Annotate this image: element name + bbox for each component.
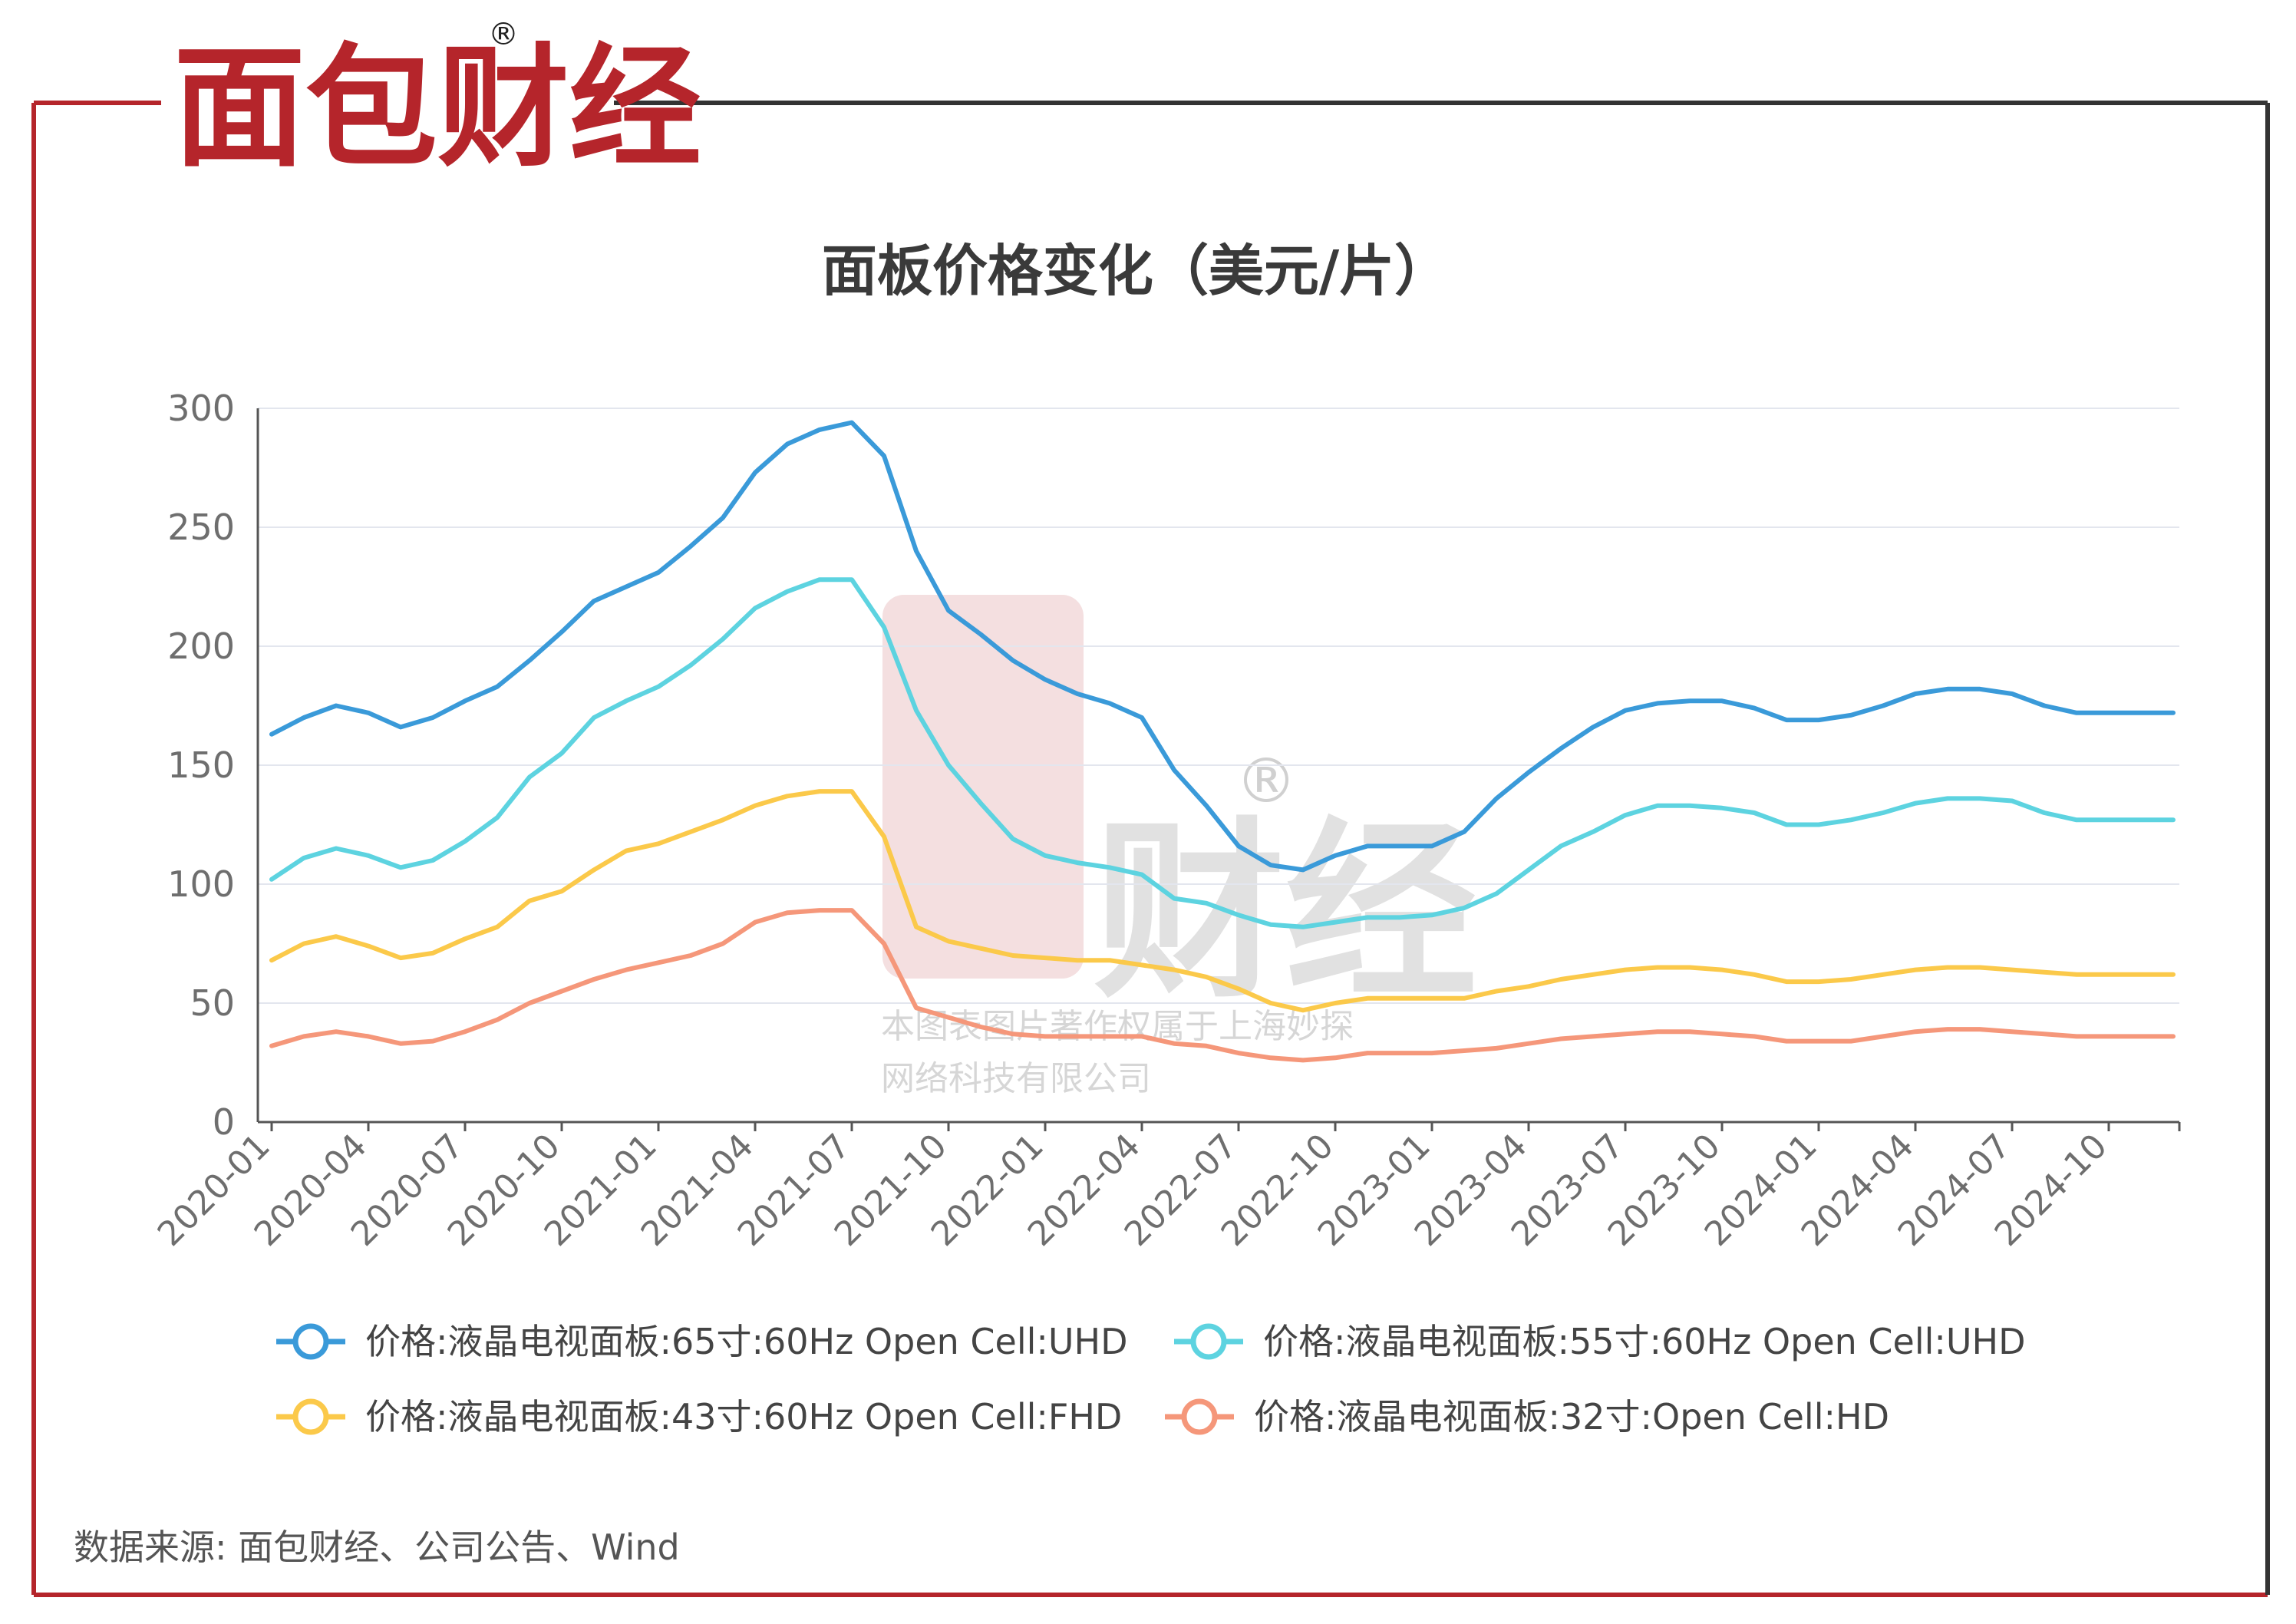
legend-circle-marker [1181,1398,1218,1435]
outer-frame [31,101,2270,1597]
legend-item-2[interactable]: 价格:液晶电视面板:55寸:60Hz Open Cell:UHD [1174,1321,2026,1362]
legend-circle-marker [292,1323,329,1360]
legend-label: 价格:液晶电视面板:65寸:60Hz Open Cell:UHD [365,1321,1128,1362]
y-tick-label: 200 [167,626,235,667]
y-tick-label: 250 [167,507,235,548]
axes [256,408,2179,1124]
legend: 价格:液晶电视面板:65寸:60Hz Open Cell:UHD 价格:液晶电视面… [276,1321,2026,1438]
source-note: 数据来源: 面包财经、公司公告、Wind [74,1527,680,1568]
gridlines [258,408,2179,1004]
y-tick-label: 150 [167,744,235,786]
registered-mark: ® [488,17,519,52]
series-line-3 [269,789,2176,1013]
legend-circle-marker [292,1398,329,1435]
series-line-2 [269,577,2176,929]
y-tick-label: 50 [190,982,235,1024]
watermark-registered-mark: ® [1235,745,1297,817]
watermark-line-2: 网络科技有限公司 [881,1059,1151,1098]
y-tick-label: 100 [167,863,235,905]
brand-logo: 面包财经 ® [173,17,701,185]
watermark-logo-block [882,595,1084,979]
legend-label: 价格:液晶电视面板:55寸:60Hz Open Cell:UHD [1263,1321,2026,1362]
brand-logo-text: 面包财经 [173,31,701,185]
y-axis-ticks: 0 50 100 150 200 250 300 [167,388,235,1143]
legend-label: 价格:液晶电视面板:43寸:60Hz Open Cell:FHD [365,1396,1122,1438]
watermark-logo-text: 财经 [1094,800,1477,1024]
series-line-4 [269,908,2176,1063]
x-axis-ticks: 2020-012020-042020-072020-102021-012021-… [150,1122,2181,1254]
legend-item-3[interactable]: 价格:液晶电视面板:43寸:60Hz Open Cell:FHD [276,1396,1122,1438]
y-tick-label: 300 [167,388,235,429]
legend-circle-marker [1190,1323,1227,1360]
series-line-1 [269,420,2176,873]
legend-label: 价格:液晶电视面板:32寸:Open Cell:HD [1254,1396,1889,1438]
legend-item-4[interactable]: 价格:液晶电视面板:32寸:Open Cell:HD [1165,1396,1889,1438]
y-tick-label: 0 [213,1101,235,1143]
legend-item-1[interactable]: 价格:液晶电视面板:65寸:60Hz Open Cell:UHD [276,1321,1128,1362]
watermark: 财经 ® 本图表图片著作权属于上海妙探 网络科技有限公司 [881,595,1477,1098]
series-lines [269,420,2176,1063]
watermark-line-1: 本图表图片著作权属于上海妙探 [881,1007,1354,1046]
chart-title: 面板价格变化（美元/片） [822,239,1450,303]
